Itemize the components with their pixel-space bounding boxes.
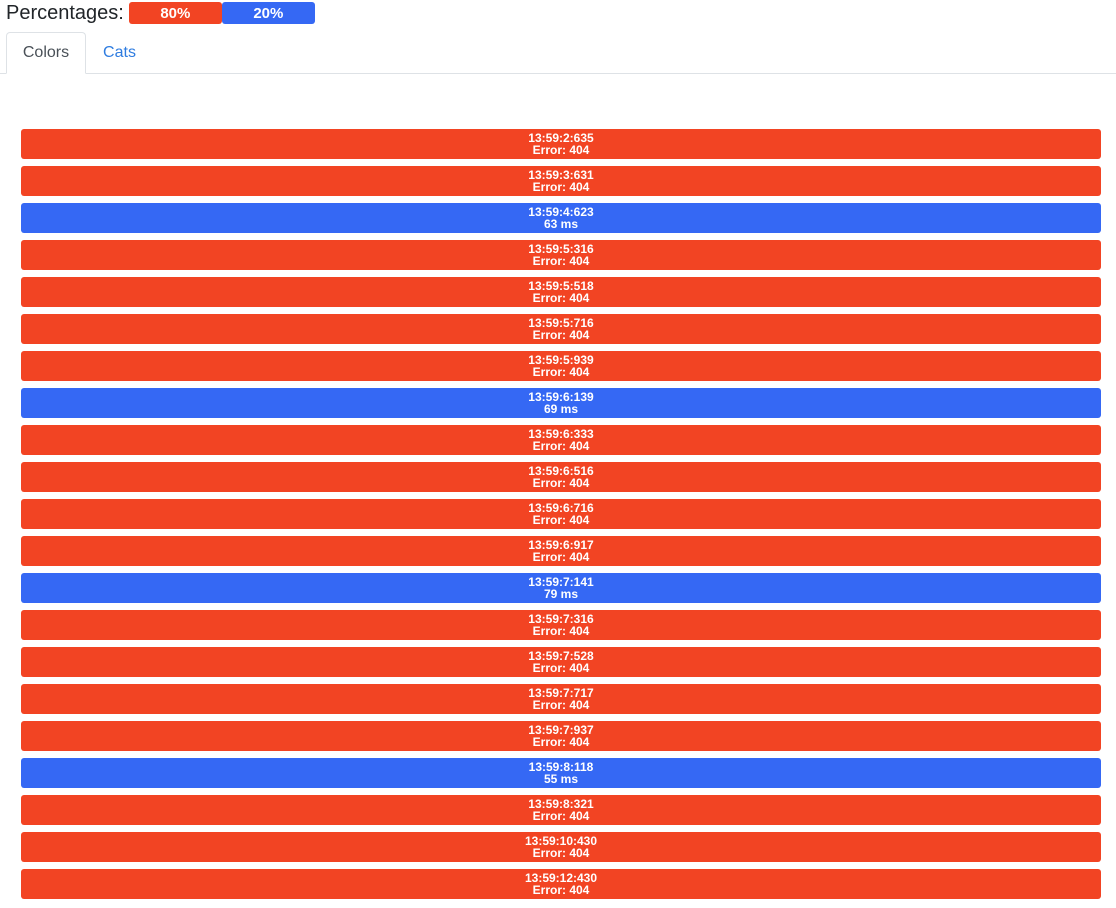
percentages-header: Percentages: 80% 20% [6,0,315,26]
success-percentage-badge: 20% [221,2,315,24]
request-result: 63 ms [543,217,579,231]
request-row: 13:59:10:430 Error: 404 [21,832,1101,862]
request-time: 13:59:8:118 [528,760,594,774]
request-result: Error: 404 [532,550,590,564]
request-result: Error: 404 [532,809,590,823]
request-result: Error: 404 [532,698,590,712]
request-time: 13:59:7:316 [528,612,594,626]
request-result: Error: 404 [532,254,590,268]
request-row: 13:59:7:717 Error: 404 [21,684,1101,714]
request-time: 13:59:7:937 [528,723,594,737]
request-list: 13:59:2:635 Error: 404 13:59:3:631 Error: 4… [21,129,1101,906]
request-row: 13:59:5:716 Error: 404 [21,314,1101,344]
request-time: 13:59:4:623 [528,205,594,219]
request-row: 13:59:5:518 Error: 404 [21,277,1101,307]
request-row: 13:59:7:316 Error: 404 [21,610,1101,640]
request-row: 13:59:6:516 Error: 404 [21,462,1101,492]
request-result: 55 ms [543,772,579,786]
request-result: Error: 404 [532,291,590,305]
request-row: 13:59:3:631 Error: 404 [21,166,1101,196]
request-time: 13:59:5:939 [528,353,594,367]
request-result: Error: 404 [532,846,590,860]
request-row: 13:59:7:937 Error: 404 [21,721,1101,751]
request-result: Error: 404 [532,476,590,490]
request-result: Error: 404 [532,513,590,527]
request-row: 13:59:5:939 Error: 404 [21,351,1101,381]
request-time: 13:59:5:518 [528,279,594,293]
percentages-label: Percentages: [6,2,124,24]
request-result: Error: 404 [532,365,590,379]
request-time: 13:59:7:717 [528,686,594,700]
tab-bar: Colors Cats [0,32,1116,74]
tab-colors[interactable]: Colors [6,32,86,74]
request-result: Error: 404 [532,439,590,453]
request-time: 13:59:10:430 [524,834,598,848]
request-time: 13:59:6:333 [528,427,594,441]
request-time: 13:59:5:316 [528,242,594,256]
request-row: 13:59:6:139 69 ms [21,388,1101,418]
request-time: 13:59:6:917 [528,538,594,552]
request-row: 13:59:5:316 Error: 404 [21,240,1101,270]
request-time: 13:59:8:321 [528,797,594,811]
request-row: 13:59:7:528 Error: 404 [21,647,1101,677]
request-time: 13:59:12:430 [524,871,598,885]
request-time: 13:59:6:516 [528,464,594,478]
request-row: 13:59:12:430 Error: 404 [21,869,1101,899]
request-result: Error: 404 [532,883,590,897]
request-result: Error: 404 [532,180,590,194]
request-time: 13:59:7:141 [528,575,594,589]
request-result: 69 ms [543,402,579,416]
request-row: 13:59:6:716 Error: 404 [21,499,1101,529]
tab-cats[interactable]: Cats [103,44,136,61]
request-result: Error: 404 [532,143,590,157]
request-time: 13:59:7:528 [528,649,594,663]
request-result: Error: 404 [532,661,590,675]
request-time: 13:59:6:716 [528,501,594,515]
request-row: 13:59:4:623 63 ms [21,203,1101,233]
request-row: 13:59:8:118 55 ms [21,758,1101,788]
request-result: Error: 404 [532,328,590,342]
request-time: 13:59:6:139 [528,390,594,404]
request-time: 13:59:3:631 [528,168,594,182]
request-result: Error: 404 [532,624,590,638]
error-percentage-badge: 80% [128,2,222,24]
request-row: 13:59:8:321 Error: 404 [21,795,1101,825]
request-time: 13:59:2:635 [528,131,594,145]
request-row: 13:59:6:333 Error: 404 [21,425,1101,455]
request-row: 13:59:2:635 Error: 404 [21,129,1101,159]
request-result: Error: 404 [532,735,590,749]
request-time: 13:59:5:716 [528,316,594,330]
request-row: 13:59:7:141 79 ms [21,573,1101,603]
request-result: 79 ms [543,587,579,601]
request-row: 13:59:6:917 Error: 404 [21,536,1101,566]
